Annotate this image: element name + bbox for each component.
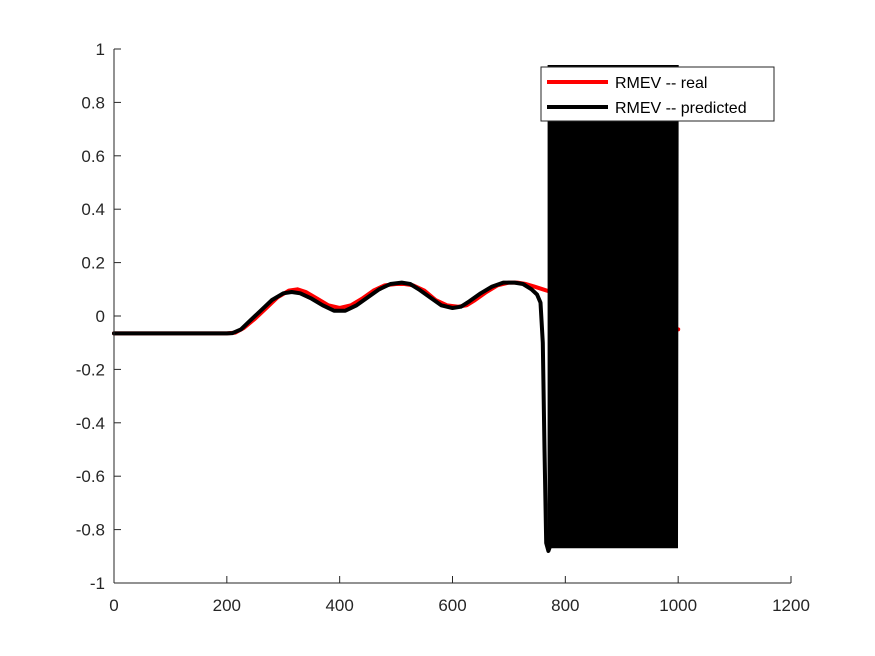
legend-label: RMEV -- real — [615, 75, 707, 92]
x-tick-label: 200 — [213, 596, 241, 615]
y-tick-label: 0.2 — [81, 254, 105, 273]
y-tick-label: 0.8 — [81, 93, 105, 112]
y-tick-label: 0.6 — [81, 147, 105, 166]
x-tick-label: 600 — [438, 596, 466, 615]
y-tick-label: -0.4 — [76, 414, 105, 433]
series-layer — [112, 64, 681, 553]
x-tick-label: 400 — [325, 596, 353, 615]
x-tick-label: 0 — [109, 596, 118, 615]
legend-label: RMEV -- predicted — [615, 100, 747, 117]
y-tick-label: -0.8 — [76, 521, 105, 540]
axes-background — [114, 49, 791, 583]
legend-box — [540, 66, 775, 122]
y-tick-label: 0.4 — [81, 200, 105, 219]
x-tick-label: 1000 — [659, 596, 697, 615]
legend: RMEV -- real RMEV -- predicted — [540, 66, 775, 122]
x-tick-label: 800 — [551, 596, 579, 615]
series-line-predicted — [112, 280, 554, 553]
y-tick-label: -0.2 — [76, 360, 105, 379]
x-tick-label: 1200 — [772, 596, 810, 615]
y-tick-label: 0 — [96, 307, 105, 326]
y-tick-label: -1 — [90, 574, 105, 593]
y-tick-label: 1 — [96, 40, 105, 59]
y-tick-label: -0.6 — [76, 467, 105, 486]
axes-layer: 0 200 400 600 800 1000 1200 -1 -0.8 -0.6 -0.4 -0.2 0… — [76, 40, 810, 615]
series-oscillation-predicted — [547, 64, 679, 549]
